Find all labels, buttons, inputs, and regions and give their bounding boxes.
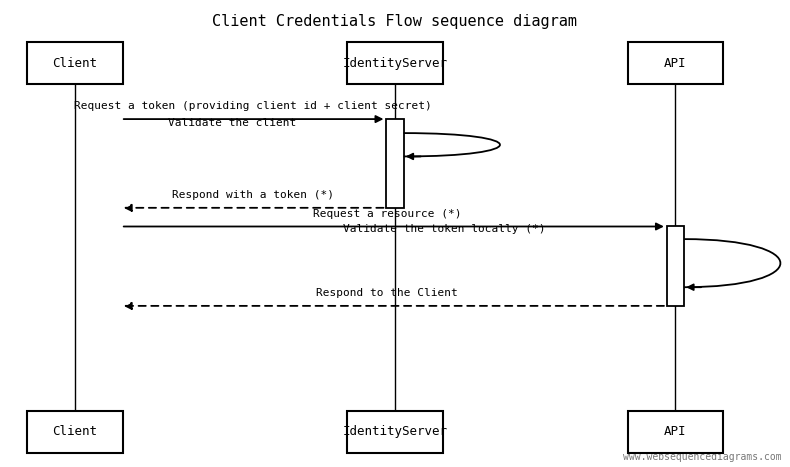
- Text: API: API: [664, 425, 687, 439]
- Bar: [386, 119, 404, 208]
- FancyBboxPatch shape: [27, 411, 123, 453]
- Text: www.websequencediagrams.com: www.websequencediagrams.com: [623, 453, 782, 462]
- Text: API: API: [664, 57, 687, 70]
- FancyBboxPatch shape: [627, 411, 724, 453]
- FancyBboxPatch shape: [27, 42, 123, 84]
- Text: Client: Client: [53, 57, 97, 70]
- FancyBboxPatch shape: [627, 42, 724, 84]
- FancyBboxPatch shape: [348, 42, 442, 84]
- Text: Validate the token locally (*): Validate the token locally (*): [343, 225, 545, 234]
- Text: Request a resource (*): Request a resource (*): [313, 209, 461, 219]
- Bar: [667, 226, 684, 306]
- Text: Validate the client: Validate the client: [168, 119, 296, 128]
- Text: IdentityServer: IdentityServer: [343, 425, 447, 439]
- FancyBboxPatch shape: [348, 411, 442, 453]
- Text: Respond to the Client: Respond to the Client: [316, 288, 458, 298]
- Text: Respond with a token (*): Respond with a token (*): [171, 190, 334, 200]
- Text: Client: Client: [53, 425, 97, 439]
- Text: Request a token (providing client id + client secret): Request a token (providing client id + c…: [74, 101, 431, 111]
- Text: Client Credentials Flow sequence diagram: Client Credentials Flow sequence diagram: [213, 14, 577, 28]
- Text: IdentityServer: IdentityServer: [343, 57, 447, 70]
